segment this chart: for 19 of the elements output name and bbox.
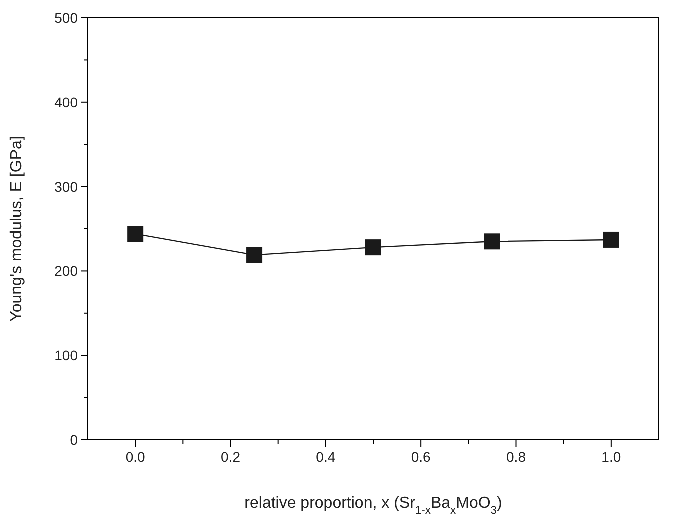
x-tick-label: 0.2 xyxy=(221,449,241,465)
x-axis-title: relative proportion, x (Sr$_{1-x}$Ba$_{x}$MoO$_{3}$) xyxy=(244,495,502,517)
x-tick-label: 0.0 xyxy=(126,449,146,465)
point xyxy=(484,234,500,250)
x-tick-label: 0.6 xyxy=(411,449,432,465)
y-tick-label: 400 xyxy=(54,94,78,110)
x-tick-label: 1.0 xyxy=(602,449,622,465)
y-tick-label: 0 xyxy=(70,432,78,448)
x-tick-label: 0.8 xyxy=(506,449,526,465)
y-tick-label: 100 xyxy=(54,348,78,364)
x-tick-label: 0.4 xyxy=(316,449,336,465)
y-tick-label: 300 xyxy=(54,178,78,195)
point xyxy=(128,226,144,242)
y-tick-label: 200 xyxy=(54,263,78,280)
point xyxy=(366,240,382,256)
y-axis-title: Young's modulus, E [GPa] xyxy=(8,136,26,322)
y-tick-label: 500 xyxy=(54,10,78,26)
point xyxy=(246,247,263,264)
point xyxy=(603,232,620,248)
